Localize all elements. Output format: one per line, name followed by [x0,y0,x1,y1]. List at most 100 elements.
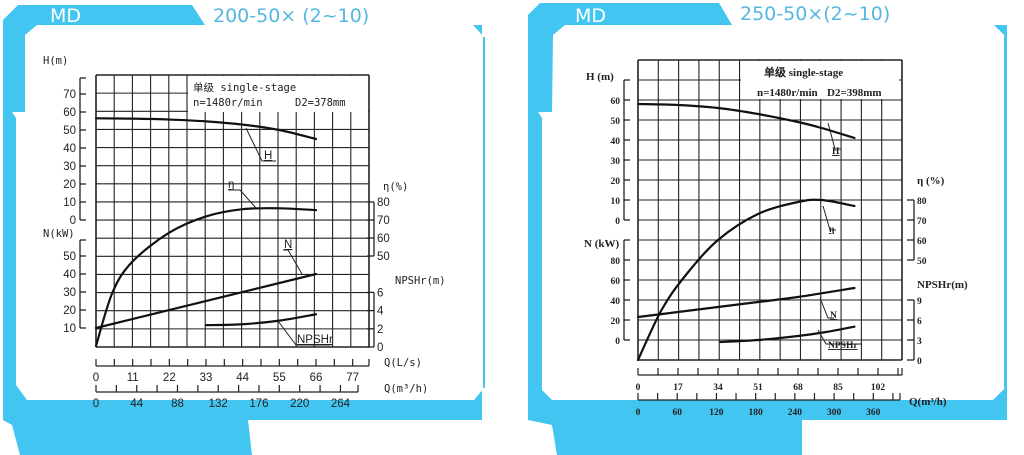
svg-text:77: 77 [346,372,359,384]
axis-label-eta: η (%) [917,175,945,187]
svg-text:40: 40 [611,297,621,307]
chart-svg-left: MD 200-50× (2~10) 0102030405060701020304… [3,5,485,455]
svg-text:10: 10 [611,197,621,207]
svg-text:66: 66 [310,372,323,384]
svg-text:70: 70 [917,217,927,227]
svg-text:60: 60 [672,408,682,418]
info-speed: n=1480r/min [757,87,818,99]
curve-eta [94,207,318,348]
svg-text:40: 40 [63,143,76,155]
curve-n [636,286,856,319]
svg-text:11: 11 [127,372,139,384]
svg-text:9: 9 [917,297,922,307]
svg-text:50: 50 [377,251,390,263]
svg-text:17: 17 [673,383,683,393]
axis-label-n: N(kW) [43,228,75,240]
curve-label-2: N [284,239,292,251]
svg-text:0: 0 [917,357,922,367]
axis-label-h: H(m) [43,55,68,67]
svg-text:60: 60 [377,233,390,245]
curve-label-3: NPSHr [297,334,333,346]
svg-text:55: 55 [273,372,286,384]
svg-text:33: 33 [200,372,213,384]
svg-text:50: 50 [917,257,927,267]
svg-text:50: 50 [63,251,76,263]
curve-label-0: H [832,147,840,157]
svg-text:10: 10 [63,323,76,335]
svg-text:70: 70 [63,89,76,101]
info-diameter: D2=378mm [295,97,346,109]
chart-panel-left: MD 200-50× (2~10) 0 10 20 30 40 50 60 70 10 20 30 4… [3,5,485,455]
svg-text:88: 88 [171,398,184,410]
svg-text:80: 80 [377,197,390,209]
svg-text:360: 360 [866,408,881,418]
svg-text:70: 70 [377,215,390,227]
svg-text:30: 30 [611,157,621,167]
curve-label-2: N [830,311,837,321]
svg-text:30: 30 [63,161,76,173]
svg-text:102: 102 [871,383,886,393]
svg-text:60: 60 [917,237,927,247]
svg-text:180: 180 [749,408,764,418]
svg-text:300: 300 [827,408,842,418]
grid [95,74,370,348]
svg-text:60: 60 [63,107,76,119]
grid [637,59,903,361]
svg-text:40: 40 [611,137,621,147]
curves: Hη N NPSHr [94,117,333,348]
axis-label-q-m3h: Q(m³/h) [384,383,428,395]
svg-text:0: 0 [70,215,76,227]
svg-text:30: 30 [63,287,76,299]
svg-text:34: 34 [713,383,723,393]
svg-text:6: 6 [917,317,922,327]
svg-text:4: 4 [377,306,384,318]
svg-text:20: 20 [611,177,621,187]
info-stage: 单级 single-stage [193,82,296,94]
svg-text:2: 2 [377,324,383,336]
svg-text:85: 85 [833,383,843,393]
svg-text:0: 0 [93,398,99,410]
svg-text:60: 60 [611,277,621,287]
chart-panel-right: MD 250-50×(2~10) 0 10 20 30 40 50 60 0 20 40 60 80 5… [512,0,1024,455]
curve-npshr [719,325,856,344]
tab-label: MD [50,5,81,27]
curve-h [636,102,856,140]
curve-h [94,117,318,141]
curve-eta [636,198,856,362]
svg-text:220: 220 [290,398,309,410]
svg-text:20: 20 [611,317,621,327]
axis-label-q-m3h: Q(m³/h) [909,396,947,408]
svg-text:0: 0 [615,217,620,227]
curves: Hη N NPSHr [636,102,862,362]
svg-text:0: 0 [615,337,620,347]
svg-text:50: 50 [63,125,76,137]
axis-label-n: N (kW) [584,238,619,250]
svg-text:0: 0 [377,342,383,354]
svg-text:68: 68 [793,383,803,393]
svg-text:44: 44 [236,372,249,384]
tab-label: MD [575,5,606,27]
curve-label-0: H [264,150,272,162]
svg-text:22: 22 [163,372,176,384]
svg-text:3: 3 [917,337,922,347]
axis-label-h: H (m) [586,71,614,83]
svg-text:44: 44 [130,398,143,410]
svg-text:60: 60 [611,97,621,107]
info-diameter: D2=398mm [827,87,882,99]
svg-text:51: 51 [753,383,763,393]
svg-text:176: 176 [249,398,268,410]
axis-label-q-ls: Q(L/s) [384,357,422,369]
curve-label-3: NPSHr [828,341,858,351]
svg-text:20: 20 [63,305,76,317]
axis-label-npshr: NPSHr(m) [917,279,968,291]
panel-inner [538,25,1005,400]
svg-text:20: 20 [63,179,76,191]
curve-npshr [204,313,318,327]
svg-text:80: 80 [917,197,927,207]
svg-text:120: 120 [709,408,724,418]
axis-label-npshr: NPSHr(m) [395,275,446,287]
svg-text:132: 132 [209,398,228,410]
